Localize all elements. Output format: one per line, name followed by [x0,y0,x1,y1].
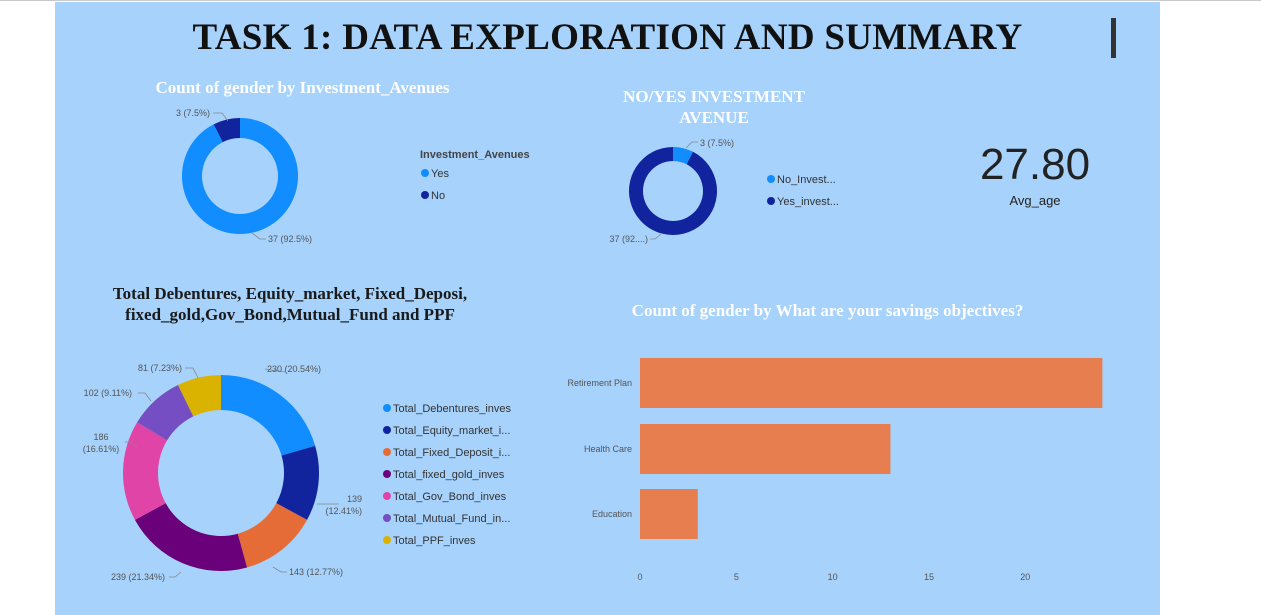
chart-title-noyes-investment: NO/YES INVESTMENT AVENUE [623,87,805,127]
donut3-legend-4-marker [383,492,391,500]
donut1-legend-no-marker [421,191,429,199]
donut1-legend-yes-marker [421,169,429,177]
donut2-legend-yes-marker [767,197,775,205]
charts-svg: 3 (7.5%) 37 (92.5%) Investment_Avenues Yes N… [83,108,1103,582]
donut3-leader-5 [138,392,152,402]
bar-xtick-1: 5 [734,572,739,582]
donut2-legend-no-label: No_Invest... [777,174,836,186]
bar-category-label-2: Education [592,509,632,519]
donut3-legend-1-label: Total_Equity_market_i... [393,425,510,437]
bar-category-label-0: Retirement Plan [567,378,632,388]
donut1-slice-1[interactable] [213,118,240,143]
donut3-leader-6 [185,367,199,379]
donut2-leader-no [685,141,698,149]
donut1-label-no: 3 (7.5%) [176,108,210,118]
chart-title-total-investments: Total Debentures, Equity_market, Fixed_D… [112,284,468,324]
donut3-label-4: 186 (16.61%) [83,432,120,454]
donut3-legend-3-label: Total_fixed_gold_inves [393,469,505,481]
bar-xtick-2: 10 [828,572,838,582]
donut1-label-yes: 37 (92.5%) [268,234,312,244]
donut3-slice-3[interactable] [134,503,248,572]
bar-xtick-3: 15 [924,572,934,582]
donut2-legend-yes-label: Yes_invest... [777,196,839,208]
page-title: TASK 1: DATA EXPLORATION AND SUMMARY [192,17,1023,58]
donut3-label-5: 102 (9.11%) [84,388,132,398]
donut3-slice-5[interactable] [137,384,194,441]
avg-age-label: Avg_age [1009,193,1061,208]
bar-health-care[interactable] [640,424,891,474]
chart-title-gender-investment: Count of gender by Investment_Avenues [155,78,450,97]
donut1-legend-yes-label: Yes [431,168,449,180]
text-cursor-icon [1111,18,1116,58]
donut3-legend-6-marker [383,536,391,544]
donut3-legend-5-label: Total_Mutual_Fund_in... [393,513,510,525]
donut2-label-no: 3 (7.5%) [700,138,734,148]
donut3-label-3: 239 (21.34%) [111,572,165,582]
donut3-legend-2-label: Total_Fixed_Deposit_i... [393,447,510,459]
donut3-slice-2[interactable] [237,503,308,568]
donut3-slice-0[interactable] [221,375,316,456]
donut3-legend-1-marker [383,426,391,434]
donut2-leader-yes [650,233,662,240]
donut2-slice-1[interactable] [629,147,718,236]
donut3-leader-0 [264,368,286,373]
donut3-leader-3 [169,571,182,578]
donut2-slice-0[interactable] [673,147,693,165]
donut3-legend-0-marker [383,404,391,412]
donut3-slice-4[interactable] [122,422,168,520]
bar-xtick-4: 20 [1020,572,1030,582]
chart-title-savings-objectives: Count of gender by What are your savings… [631,301,1024,320]
donut3-legend-0-label: Total_Debentures_inves [393,403,512,415]
donut3-label-6: 81 (7.23%) [138,363,182,373]
donut3-leader-2 [272,566,287,573]
donut3-legend-6-label: Total_PPF_inves [393,535,476,547]
donut3-label-0: 230 (20.54%) [267,364,321,374]
donut1-legend-title: Investment_Avenues [420,149,530,161]
donut2-label-yes: 37 (92....) [609,234,648,244]
report-canvas: TASK 1: DATA EXPLORATION AND SUMMARY Cou… [55,2,1160,615]
donut3-legend-3-marker [383,470,391,478]
bar-category-label-1: Health Care [584,444,632,454]
avg-age-value: 27.80 [979,140,1091,189]
donut3-legend-2-marker [383,448,391,456]
bar-retirement-plan[interactable] [640,358,1103,408]
donut2-legend-no-marker [767,175,775,183]
donut3-slice-6[interactable] [177,375,221,417]
bar-xtick-0: 0 [637,572,642,582]
donut3-leader-4 [125,441,138,449]
donut1-leader-no [213,112,229,122]
donut3-legend-5-marker [383,514,391,522]
window-top-border [0,0,1261,1]
donut1-legend-no-label: No [431,190,445,202]
donut3-label-1: 139 (12.41%) [325,494,362,516]
donut3-legend-4-label: Total_Gov_Bond_inves [393,491,507,503]
bar-education[interactable] [640,489,698,539]
donut1-slice-0[interactable] [182,118,298,234]
donut1-leader-yes [251,232,266,240]
donut3-label-2: 143 (12.77%) [289,567,343,577]
donut3-slice-1[interactable] [276,445,319,520]
